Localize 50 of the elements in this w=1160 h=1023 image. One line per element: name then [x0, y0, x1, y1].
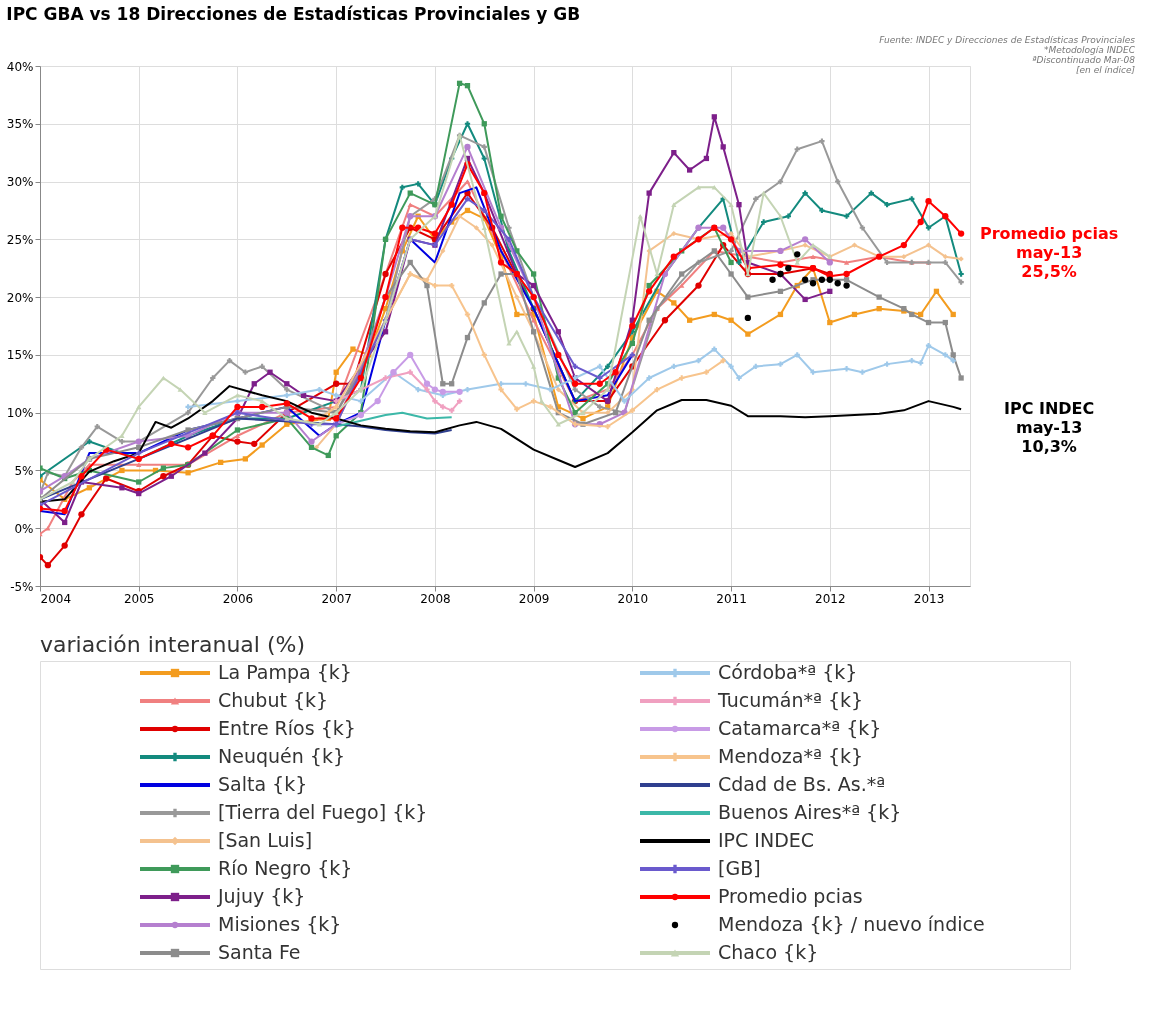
x-tick-label: 2005 — [123, 591, 155, 606]
text: ªDiscontinuado Mar-08 — [1032, 55, 1136, 65]
legend-title: variación interanual (%) — [40, 632, 306, 657]
y-tick-label: 30% — [6, 175, 34, 190]
x-tick-label: 2009 — [518, 591, 550, 606]
legend-label: Chaco {k} — [718, 941, 819, 963]
legend-label: Tucumán*ª {k} — [717, 689, 864, 711]
annotation: IPC INDEC may-13 10,3% — [1003, 399, 1095, 457]
legend-label: Río Negro {k} — [218, 857, 353, 879]
x-tick-label: 2012 — [815, 591, 846, 606]
legend-label: Promedio pcias — [718, 885, 863, 907]
legend-label: Córdoba*ª {k} — [718, 661, 858, 683]
x-tick-label: 2004 — [40, 591, 72, 606]
legend-label: Neuquén {k} — [218, 745, 345, 767]
legend-label: La Pampa {k} — [218, 661, 352, 683]
text: *Metodología INDEC — [1044, 45, 1136, 55]
x-tick-label: 2006 — [222, 591, 254, 606]
y-tick-label: 35% — [6, 117, 34, 132]
y-tick-label: 40% — [6, 59, 34, 74]
x-tick-label: 2013 — [913, 591, 945, 606]
legend-label: IPC INDEC — [718, 829, 815, 851]
legend-label: Santa Fe — [218, 941, 301, 963]
x-tick-label: 2008 — [420, 591, 451, 606]
legend-label: Chubut {k} — [218, 689, 329, 711]
y-tick-label: 5% — [14, 463, 34, 478]
y-tick-label: 20% — [6, 290, 34, 305]
y-tick-label: 25% — [6, 232, 34, 247]
chart-title: IPC GBA vs 18 Direcciones de Estadísticas Provinciales y GB — [6, 4, 581, 24]
legend-label: Cdad de Bs. As.*ª — [718, 773, 886, 795]
legend-label: [GB] — [718, 857, 761, 879]
legend-label: Buenos Aires*ª {k} — [718, 801, 902, 823]
x-tick-label: 2010 — [617, 591, 649, 606]
legend-label: Misiones {k} — [218, 913, 342, 935]
x-tick-label: 2007 — [321, 591, 352, 606]
legend-label: Salta {k} — [218, 773, 308, 795]
legend-label: [Tierra del Fuego] {k} — [218, 801, 428, 823]
annotation: Promedio pcias may-13 25,5% — [979, 223, 1119, 281]
legend-label: Catamarca*ª {k} — [718, 717, 882, 739]
legend-label: Mendoza*ª {k} — [718, 745, 864, 767]
y-tick-label: 15% — [6, 348, 34, 363]
x-tick-label: 2011 — [716, 591, 747, 606]
text: [en el índice] — [1076, 65, 1136, 75]
legend-label: Mendoza {k} / nuevo índice — [718, 913, 985, 935]
y-tick-label: 10% — [6, 406, 34, 421]
source-note: Fuente: INDEC y Direcciones de Estadísticas Provinciales — [879, 35, 1136, 45]
y-tick-label: 0% — [14, 521, 34, 536]
legend-label: Jujuy {k} — [217, 885, 306, 907]
y-tick-label: -5% — [10, 579, 34, 594]
legend-label: [San Luis] — [218, 829, 313, 851]
legend-label: Entre Ríos {k} — [218, 717, 356, 739]
